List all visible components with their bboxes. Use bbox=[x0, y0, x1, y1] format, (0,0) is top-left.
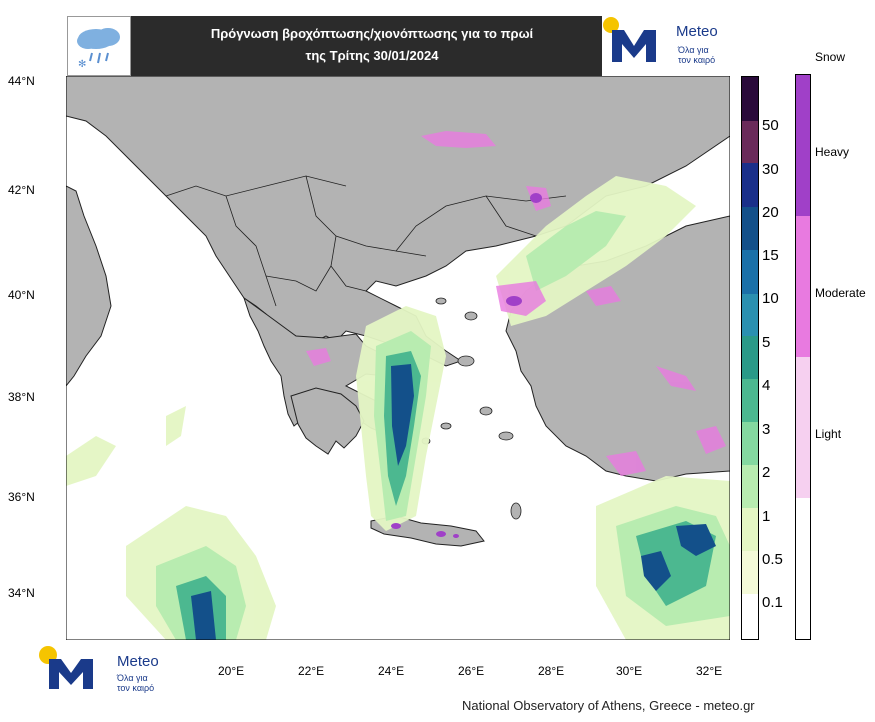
svg-text:✻: ✻ bbox=[78, 59, 86, 70]
land-peloponnese bbox=[290, 387, 365, 455]
footer-logo-tagline-1: Όλα για bbox=[117, 673, 148, 683]
land-italy bbox=[66, 185, 112, 387]
precip-colorbar bbox=[741, 76, 759, 640]
footer-logo-tagline-2: τον καιρό bbox=[117, 683, 155, 693]
lon-label-22: 22°E bbox=[298, 664, 325, 678]
lon-label-24: 24°E bbox=[378, 664, 405, 678]
lon-label-32: 32°E bbox=[696, 664, 723, 678]
snow-swatch-none bbox=[796, 498, 810, 639]
snow-colorbar bbox=[795, 74, 811, 640]
lat-label-36: 36°N bbox=[8, 490, 35, 504]
snow-swatch-heavy bbox=[796, 75, 810, 216]
precip-swatch-10 bbox=[742, 250, 758, 294]
precip-label: 1 bbox=[762, 508, 771, 525]
logo-name: Meteo bbox=[676, 23, 718, 40]
precip-swatch-15 bbox=[742, 207, 758, 250]
page-title: Πρόγνωση βροχόπτωσης/χιονόπτωσης για το … bbox=[210, 26, 534, 41]
lat-label-44: 44°N bbox=[8, 74, 35, 88]
footer-logo-name: Meteo bbox=[117, 653, 159, 670]
snow-areas bbox=[306, 131, 726, 476]
logo-tagline-1: Όλα για bbox=[678, 45, 709, 55]
logo-tagline-2: τον καιρό bbox=[678, 55, 716, 65]
page-subtitle: της Τρίτης 30/01/2024 bbox=[305, 48, 439, 63]
snow-heavy bbox=[391, 193, 542, 538]
lat-label-42: 42°N bbox=[8, 183, 35, 197]
lat-label-38: 38°N bbox=[8, 390, 35, 404]
lon-label-20: 20°E bbox=[218, 664, 245, 678]
precip-swatch-30 bbox=[742, 121, 758, 163]
snow-label-moderate: Moderate bbox=[815, 286, 866, 300]
footer-credit: National Observatory of Athens, Greece -… bbox=[462, 698, 755, 713]
lon-label-28: 28°E bbox=[538, 664, 565, 678]
precip-label: 10 bbox=[762, 290, 779, 307]
snow-swatch-moderate bbox=[796, 216, 810, 357]
precip-swatch-01 bbox=[742, 551, 758, 594]
precip-swatch-0 bbox=[742, 594, 758, 639]
precip-swatch-5 bbox=[742, 294, 758, 336]
precip-label: 30 bbox=[762, 161, 779, 178]
precip-label: 50 bbox=[762, 117, 779, 134]
snow-legend-title: Snow bbox=[815, 50, 846, 64]
precip-label: 5 bbox=[762, 334, 771, 351]
lon-label-26: 26°E bbox=[458, 664, 485, 678]
lat-label-34: 34°N bbox=[8, 586, 35, 600]
meteo-logo-footer: Meteo Όλα για τον καιρό bbox=[37, 645, 167, 693]
precip-swatch-20 bbox=[742, 163, 758, 207]
precip-label: 3 bbox=[762, 421, 771, 438]
precip-swatch-3 bbox=[742, 379, 758, 422]
lat-label-40: 40°N bbox=[8, 288, 35, 302]
snow-label-light: Light bbox=[815, 427, 842, 441]
precip-swatch-50plus bbox=[742, 77, 758, 121]
precip-swatch-2 bbox=[742, 422, 758, 465]
precip-label: 15 bbox=[762, 247, 779, 264]
precipitation-map bbox=[66, 76, 730, 640]
meteo-logo: Meteo Όλα για τον καιρό bbox=[602, 16, 731, 76]
precip-swatch-05 bbox=[742, 508, 758, 551]
precip-label: 0.1 bbox=[762, 594, 783, 611]
precip-label: 4 bbox=[762, 377, 771, 394]
snow-label-heavy: Heavy bbox=[815, 145, 850, 159]
rain-snow-cloud-icon: ✻ bbox=[67, 16, 131, 76]
lon-label-30: 30°E bbox=[616, 664, 643, 678]
precip-label: 20 bbox=[762, 204, 779, 221]
precip-very-heavy bbox=[191, 364, 716, 640]
precip-swatch-4 bbox=[742, 336, 758, 379]
precip-swatch-1 bbox=[742, 465, 758, 508]
precip-label: 0.5 bbox=[762, 551, 783, 568]
snow-swatch-light bbox=[796, 357, 810, 498]
precip-label: 2 bbox=[762, 464, 771, 481]
